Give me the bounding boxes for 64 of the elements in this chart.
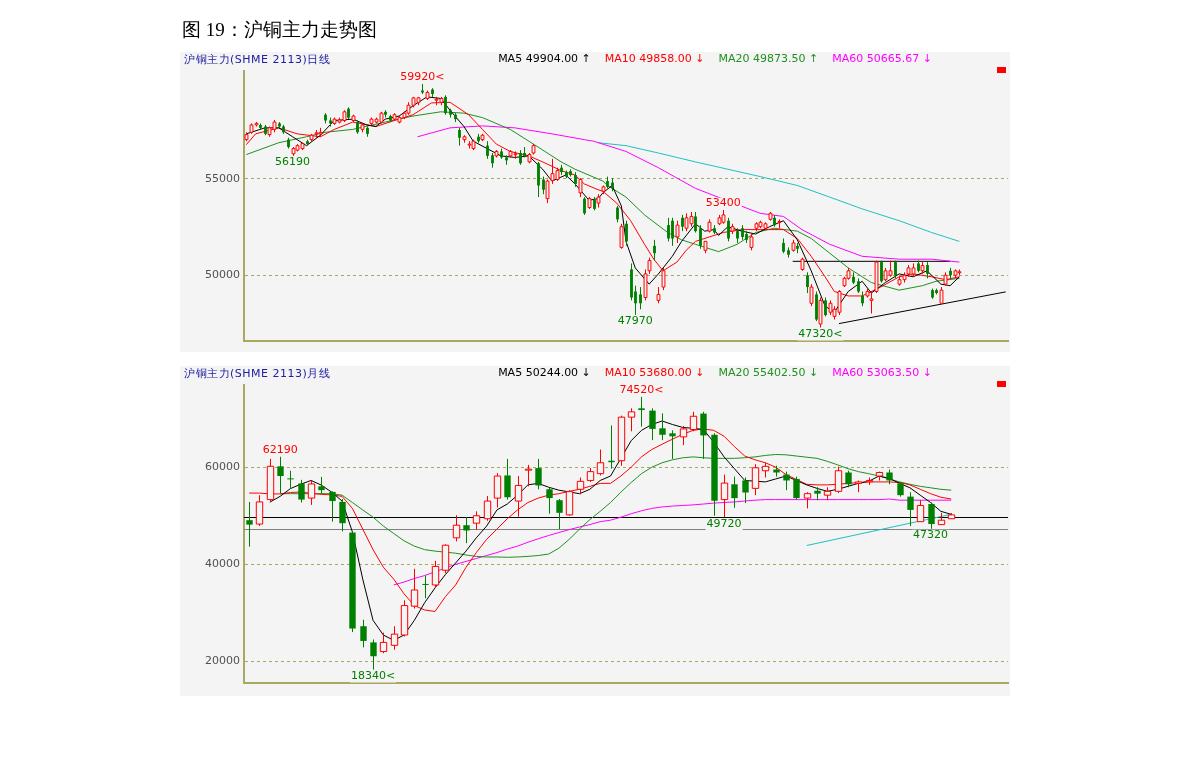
candlestick bbox=[880, 260, 883, 284]
candlestick bbox=[907, 491, 914, 527]
candlestick bbox=[793, 476, 800, 501]
annotation: 56190 bbox=[275, 155, 311, 169]
candlestick bbox=[329, 490, 336, 523]
candlestick bbox=[806, 271, 809, 294]
candlestick bbox=[556, 498, 563, 530]
candlestick bbox=[694, 211, 697, 233]
chart-subtitle: 沪铜主力(SHME 2113)日线 bbox=[184, 52, 331, 67]
annotation: 49720 bbox=[706, 516, 742, 530]
candlestick bbox=[504, 458, 511, 501]
annotation: 47320 bbox=[913, 528, 949, 542]
candlestick bbox=[370, 638, 377, 671]
text: MA20 49873.50 ↑ bbox=[718, 52, 819, 65]
candlestick bbox=[638, 396, 645, 428]
candlestick bbox=[671, 217, 674, 247]
annotation: 18340< bbox=[350, 668, 396, 682]
text: MA5 50244.00 ↓ bbox=[498, 366, 591, 379]
annotation: 47970 bbox=[617, 314, 653, 328]
y-tick-label: 50000 bbox=[205, 268, 240, 282]
annotation: 47320< bbox=[798, 326, 843, 340]
text: MA10 53680.00 ↓ bbox=[604, 366, 705, 379]
candlestick bbox=[339, 498, 346, 532]
candlestick bbox=[246, 501, 253, 548]
annotation: 53400 bbox=[705, 196, 741, 210]
candlestick bbox=[625, 220, 628, 247]
chart-title: 图 19：沪铜主力走势图 bbox=[182, 18, 377, 42]
candlestick bbox=[537, 161, 540, 198]
text: MA60 53063.50 ↓ bbox=[832, 366, 932, 379]
candlestick bbox=[639, 286, 642, 310]
candlestick bbox=[444, 94, 447, 116]
y-tick-label: 40000 bbox=[205, 557, 240, 571]
text: MA20 55402.50 ↓ bbox=[718, 366, 819, 379]
text: MA10 49858.00 ↓ bbox=[604, 52, 705, 65]
chart-subtitle: 沪铜主力(SHME 2113)月线 bbox=[184, 366, 331, 381]
candlestick bbox=[667, 217, 670, 242]
candlestick bbox=[298, 479, 305, 504]
candlestick bbox=[277, 456, 284, 494]
candlestick bbox=[463, 516, 470, 544]
candlestick bbox=[649, 407, 656, 441]
text: MA60 50665.67 ↓ bbox=[832, 52, 932, 65]
candlestick bbox=[700, 411, 707, 460]
text: MA5 49904.00 ↑ bbox=[498, 52, 591, 65]
candlestick bbox=[783, 471, 790, 491]
candlestick bbox=[535, 458, 542, 490]
candlestick bbox=[669, 429, 676, 460]
candlestick bbox=[287, 470, 294, 489]
candlestick bbox=[422, 575, 429, 599]
y-tick-label: 20000 bbox=[205, 654, 240, 668]
annotation: 62190 bbox=[262, 442, 298, 456]
candlestick bbox=[742, 477, 749, 504]
candlestick bbox=[360, 619, 367, 648]
candlestick bbox=[659, 412, 666, 441]
annotation: 74520< bbox=[619, 383, 664, 397]
candlestick bbox=[546, 487, 553, 515]
annotation: 59920< bbox=[400, 70, 445, 84]
candlestick bbox=[928, 502, 935, 530]
candlestick bbox=[727, 217, 730, 242]
candlestick bbox=[824, 296, 827, 317]
candlestick bbox=[653, 239, 656, 262]
candlestick bbox=[699, 224, 702, 250]
y-tick-label: 60000 bbox=[205, 460, 240, 474]
y-tick-label: 55000 bbox=[205, 171, 240, 185]
candlestick bbox=[731, 476, 738, 509]
